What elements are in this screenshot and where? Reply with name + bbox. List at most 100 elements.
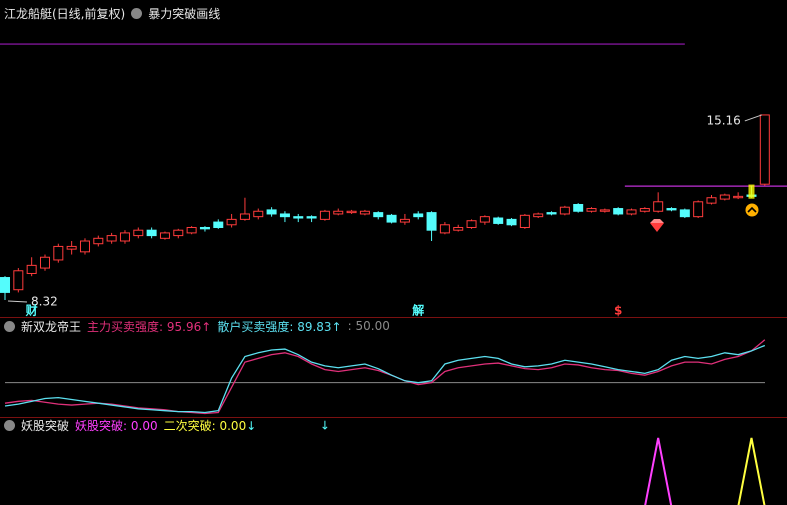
candle-body <box>213 221 224 228</box>
candle-body <box>559 206 570 215</box>
series-value: 89.83 <box>297 319 332 334</box>
indicator-title: 新双龙帝王 <box>21 319 82 334</box>
price-annotation: 15.16 <box>706 113 740 127</box>
candle-body <box>586 208 597 212</box>
candle-body <box>146 229 157 237</box>
candle-body <box>639 208 650 212</box>
candle-body <box>399 218 410 223</box>
candle-body <box>133 229 144 237</box>
candle-body <box>239 213 250 220</box>
series-value: 0.00 <box>130 418 158 433</box>
candle-body <box>466 220 477 228</box>
series-label: 散户买卖强度: <box>217 319 294 334</box>
candle-body <box>439 224 450 234</box>
candle-body <box>159 232 170 239</box>
candle-body <box>333 210 344 215</box>
candle-body <box>359 210 370 215</box>
candle-body <box>666 208 677 211</box>
series-name: 主力买卖强度: 95.96↑ <box>87 318 211 335</box>
series-label: 主力买卖强度: <box>87 319 164 334</box>
candle-body <box>253 210 264 218</box>
reference-value: 50.00 <box>355 319 390 333</box>
indicator-line <box>4 339 766 415</box>
highlight-candle <box>748 184 755 199</box>
reference-prefix: : <box>347 319 352 333</box>
stock-title: 江龙船艇(日线,前复权) <box>4 6 126 21</box>
candle-body <box>119 232 130 242</box>
sell-signal-icon <box>650 219 664 232</box>
candle-body <box>386 214 397 223</box>
candle-body <box>199 226 210 230</box>
candle-body <box>706 197 717 204</box>
series-name: 妖股突破: 0.00 <box>75 417 158 434</box>
series-value: 95.96 <box>166 319 202 334</box>
candle-body <box>186 226 197 234</box>
series-name: 散户买卖强度: 89.83↑ <box>217 318 341 335</box>
candle-body <box>66 245 77 250</box>
trend: ↑ <box>201 319 212 334</box>
trend: ↓ <box>246 418 257 433</box>
candle-body <box>506 218 517 226</box>
candle-body <box>293 216 304 219</box>
candle-body <box>319 210 330 220</box>
buy-signal-icon <box>745 203 759 217</box>
candle-body <box>173 229 184 237</box>
candle-body <box>546 212 557 215</box>
series-value: 0.00 <box>219 418 247 433</box>
reference-label: : 50.00 <box>348 319 390 333</box>
price-pointer <box>7 300 28 303</box>
candle-body <box>626 209 637 215</box>
candle-body <box>679 209 690 218</box>
candle-body <box>13 270 24 291</box>
series-name: 二次突破: 0.00↓ <box>164 417 257 434</box>
indicator-icon[interactable] <box>4 320 15 332</box>
candle-body <box>453 226 464 231</box>
candle-body <box>53 245 64 261</box>
candle-body <box>93 237 104 245</box>
candle-body <box>79 240 90 253</box>
candle-body <box>0 277 10 293</box>
candle-body <box>719 194 730 200</box>
candle-body <box>266 209 277 215</box>
candle-body <box>226 218 237 226</box>
title-bar: 江龙船艇(日线,前复权) 暴力突破画线 <box>4 5 220 21</box>
candle-body <box>573 203 584 212</box>
candle-body <box>693 201 704 218</box>
candle-body <box>733 195 744 199</box>
candle-body <box>613 208 624 215</box>
event-marker: $ <box>614 304 622 318</box>
candle-body <box>106 235 117 242</box>
candle-body <box>519 214 530 228</box>
candle-body <box>413 213 424 218</box>
event-marker: 财 <box>25 303 38 318</box>
candle-body <box>346 210 357 214</box>
candle-body <box>279 213 290 218</box>
panel-header: 新双龙帝王 主力买卖强度: 95.96↑ 散户买卖强度: 89.83↑ : 50… <box>4 318 390 334</box>
series-label: 妖股突破: <box>75 418 128 433</box>
signal-arrow: ↓ <box>320 419 330 433</box>
price-annotation: 8.32 <box>31 294 58 308</box>
price-pointer <box>744 114 762 122</box>
candle-body <box>306 216 317 219</box>
trend: ↑ <box>331 319 342 334</box>
indicator-icon[interactable] <box>131 7 143 19</box>
indicator-line <box>4 344 766 414</box>
candle-body <box>479 216 490 223</box>
candle-body <box>653 201 664 212</box>
candle-body <box>493 217 504 224</box>
candle-body <box>26 264 37 274</box>
event-marker: 解 <box>412 303 424 318</box>
indicator-name[interactable]: 暴力突破画线 <box>148 6 221 21</box>
series-label: 二次突破: <box>163 418 216 433</box>
candle-body <box>426 212 437 231</box>
candle-body <box>759 114 770 185</box>
candle-body <box>599 209 610 212</box>
panel-header: 妖股突破 妖股突破: 0.00 二次突破: 0.00↓ <box>4 417 256 433</box>
indicator-icon[interactable] <box>4 419 15 431</box>
indicator-title: 妖股突破 <box>21 418 70 433</box>
candle-body <box>373 212 384 218</box>
candle-body <box>39 256 50 269</box>
